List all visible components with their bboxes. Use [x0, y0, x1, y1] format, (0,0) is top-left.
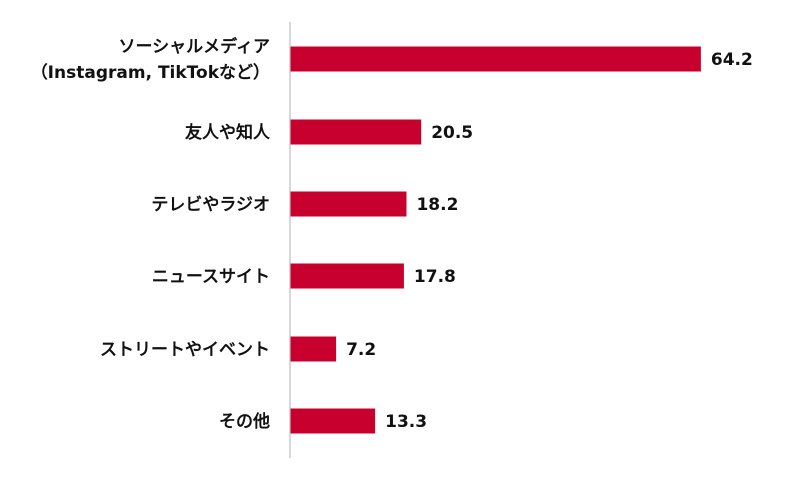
category-label: ストリートやイベント — [100, 340, 270, 360]
bars-layer — [290, 46, 701, 434]
value-label: 20.5 — [431, 123, 473, 143]
bar — [290, 408, 376, 434]
value-label: 18.2 — [416, 195, 458, 215]
value-label: 17.8 — [414, 267, 456, 287]
bar — [290, 336, 337, 362]
value-label: 64.2 — [711, 50, 753, 70]
category-label: テレビやラジオ — [151, 195, 270, 215]
category-label: その他 — [219, 411, 270, 432]
value-label: 13.3 — [385, 412, 427, 432]
bar — [290, 46, 701, 72]
category-label: 友人や知人 — [185, 122, 271, 143]
category-label: ソーシャルメディア — [119, 36, 270, 57]
bar — [290, 119, 422, 145]
category-label: （Instagram, TikTokなど） — [31, 62, 270, 83]
value-labels: 64.2 20.5 18.2 17.8 7.2 13.3 — [346, 50, 753, 432]
category-label: ニュースサイト — [152, 267, 270, 287]
category-labels: ソーシャルメディア （Instagram, TikTokなど） 友人や知人テレビやラ… — [31, 36, 271, 432]
bar — [290, 263, 404, 289]
bar — [290, 191, 407, 217]
value-label: 7.2 — [346, 340, 376, 360]
